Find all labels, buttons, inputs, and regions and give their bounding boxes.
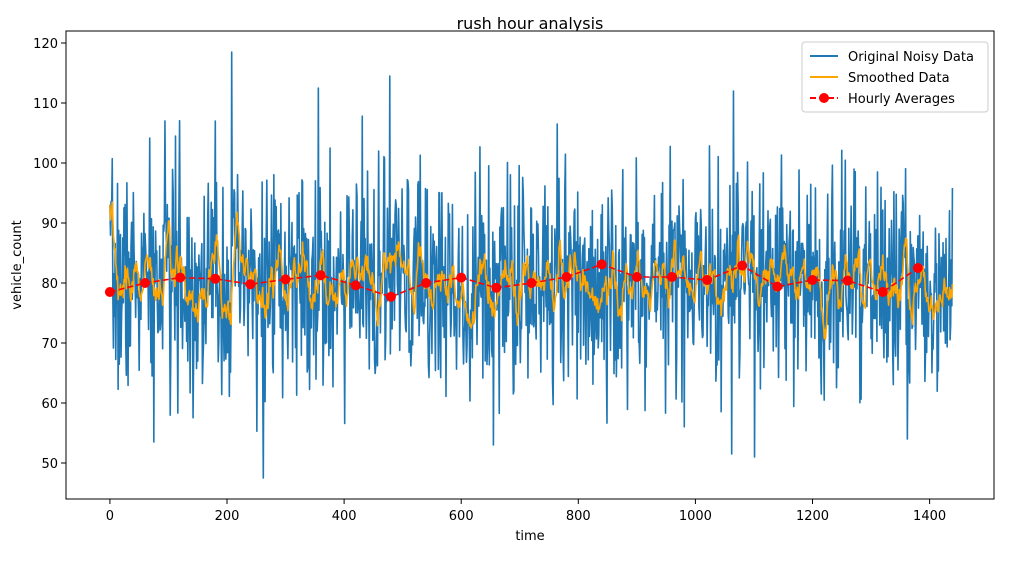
hourly-average-point [807,275,818,285]
hourly-average-point [631,272,642,282]
hourly-average-point [877,287,888,297]
hourly-average-point [526,278,537,288]
hourly-average-point [596,259,607,270]
hourly-average-point [666,272,677,282]
hourly-average-point [280,274,291,285]
x-tick-label: 600 [449,509,474,524]
legend-label-smoothed: Smoothed Data [848,71,950,86]
legend-marker-hourly [819,93,829,103]
y-tick-label: 80 [41,277,58,292]
y-tick-label: 120 [33,37,58,52]
x-tick-label: 1000 [679,509,712,524]
hourly-average-point [245,279,256,290]
y-tick-label: 50 [41,457,58,472]
hourly-average-point [491,282,502,293]
y-axis: 50 60 70 80 90 100 110 120 [33,37,66,472]
x-axis-title: time [515,529,544,544]
y-tick-label: 60 [41,397,58,412]
hourly-average-point [140,278,151,288]
hourly-average-point [912,263,923,273]
y-tick-label: 110 [33,97,58,112]
x-tick-label: 400 [332,509,357,524]
legend-box [801,41,989,113]
hourly-average-point [702,275,713,285]
hourly-average-point [210,273,221,284]
x-axis: 0 200 400 600 800 1000 1200 1400 [106,499,946,524]
hourly-average-point [315,270,326,281]
y-tick-label: 90 [41,217,58,232]
x-tick-label: 1400 [913,509,946,524]
hourly-average-point [385,291,396,302]
hourly-average-point [350,280,361,291]
y-tick-label: 100 [33,157,58,172]
x-tick-label: 1200 [796,509,829,524]
y-axis-title: vehicle_count [10,220,25,309]
hourly-average-point [175,272,186,283]
legend-label-original: Original Noisy Data [848,50,974,65]
legend-label-hourly: Hourly Averages [848,92,955,107]
x-tick-label: 0 [106,509,114,524]
series-line-hourly-averages [109,263,919,298]
x-tick-label: 200 [215,509,240,524]
chart-title: rush hour analysis [457,14,604,33]
series-line-original-noisy [109,51,954,479]
hourly-average-point [104,287,115,297]
marker-layer [104,259,923,302]
x-tick-label: 800 [566,509,591,524]
hourly-average-point [421,278,432,288]
hourly-average-point [737,260,748,271]
hourly-average-point [842,275,853,286]
hourly-average-point [456,272,467,283]
hourly-average-point [561,272,572,282]
hourly-average-point [772,281,783,292]
legend: Original Noisy Data Smoothed Data Hourly… [801,41,989,113]
plot-frame [65,30,995,500]
y-tick-label: 70 [41,337,58,352]
